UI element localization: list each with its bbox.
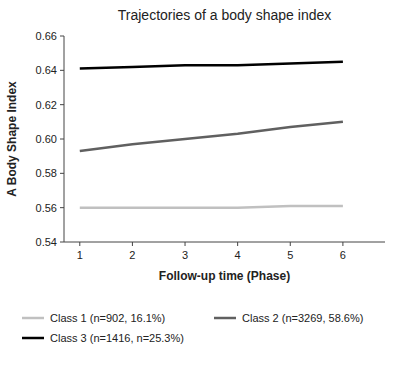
y-tick-label: 0.66 <box>36 30 57 42</box>
legend-swatch <box>214 317 236 320</box>
x-tick <box>79 242 80 246</box>
y-tick <box>60 36 64 37</box>
series-line <box>80 206 343 208</box>
plot-lines <box>80 62 343 208</box>
chart-container: Trajectories of a body shape index 0.54 0.… <box>0 0 400 370</box>
y-tick <box>60 173 64 174</box>
chart-svg: Trajectories of a body shape index 0.54 0.… <box>0 0 400 370</box>
y-tick-label: 0.62 <box>36 99 57 111</box>
chart-title: Trajectories of a body shape index <box>118 7 332 23</box>
series-line <box>80 122 343 151</box>
y-tick <box>60 242 64 243</box>
legend-swatch <box>22 337 44 340</box>
series-line <box>80 62 343 69</box>
x-tick-label: 3 <box>182 249 188 261</box>
y-tick-label: 0.56 <box>36 202 57 214</box>
x-tick-label: 4 <box>235 249 241 261</box>
y-axis-label: A Body Shape Index <box>5 81 19 197</box>
y-tick-label: 0.58 <box>36 167 57 179</box>
y-tick <box>60 139 64 140</box>
y-tick <box>60 70 64 71</box>
x-tick <box>185 242 186 246</box>
x-tick <box>342 242 343 246</box>
legend: Class 1 (n=902, 16.1%) Class 2 (n=3269, 5… <box>22 312 363 344</box>
x-tick-label: 6 <box>340 249 346 261</box>
legend-label: Class 3 (n=1416, n=25.3%) <box>50 332 184 344</box>
x-tick <box>237 242 238 246</box>
y-tick-label: 0.60 <box>36 133 57 145</box>
x-tick-label: 2 <box>129 249 135 261</box>
x-tick-label: 5 <box>287 249 293 261</box>
legend-label: Class 1 (n=902, 16.1%) <box>50 312 165 324</box>
y-tick <box>60 104 64 105</box>
y-tick-label: 0.54 <box>36 236 57 248</box>
x-tick <box>132 242 133 246</box>
legend-swatch <box>22 317 44 320</box>
x-axis-line <box>64 242 385 243</box>
x-axis-label: Follow-up time (Phase) <box>159 269 290 283</box>
y-tick-label: 0.64 <box>36 64 57 76</box>
x-tick-label: 1 <box>77 249 83 261</box>
legend-label: Class 2 (n=3269, 58.6%) <box>242 312 363 324</box>
y-tick <box>60 207 64 208</box>
x-tick <box>290 242 291 246</box>
